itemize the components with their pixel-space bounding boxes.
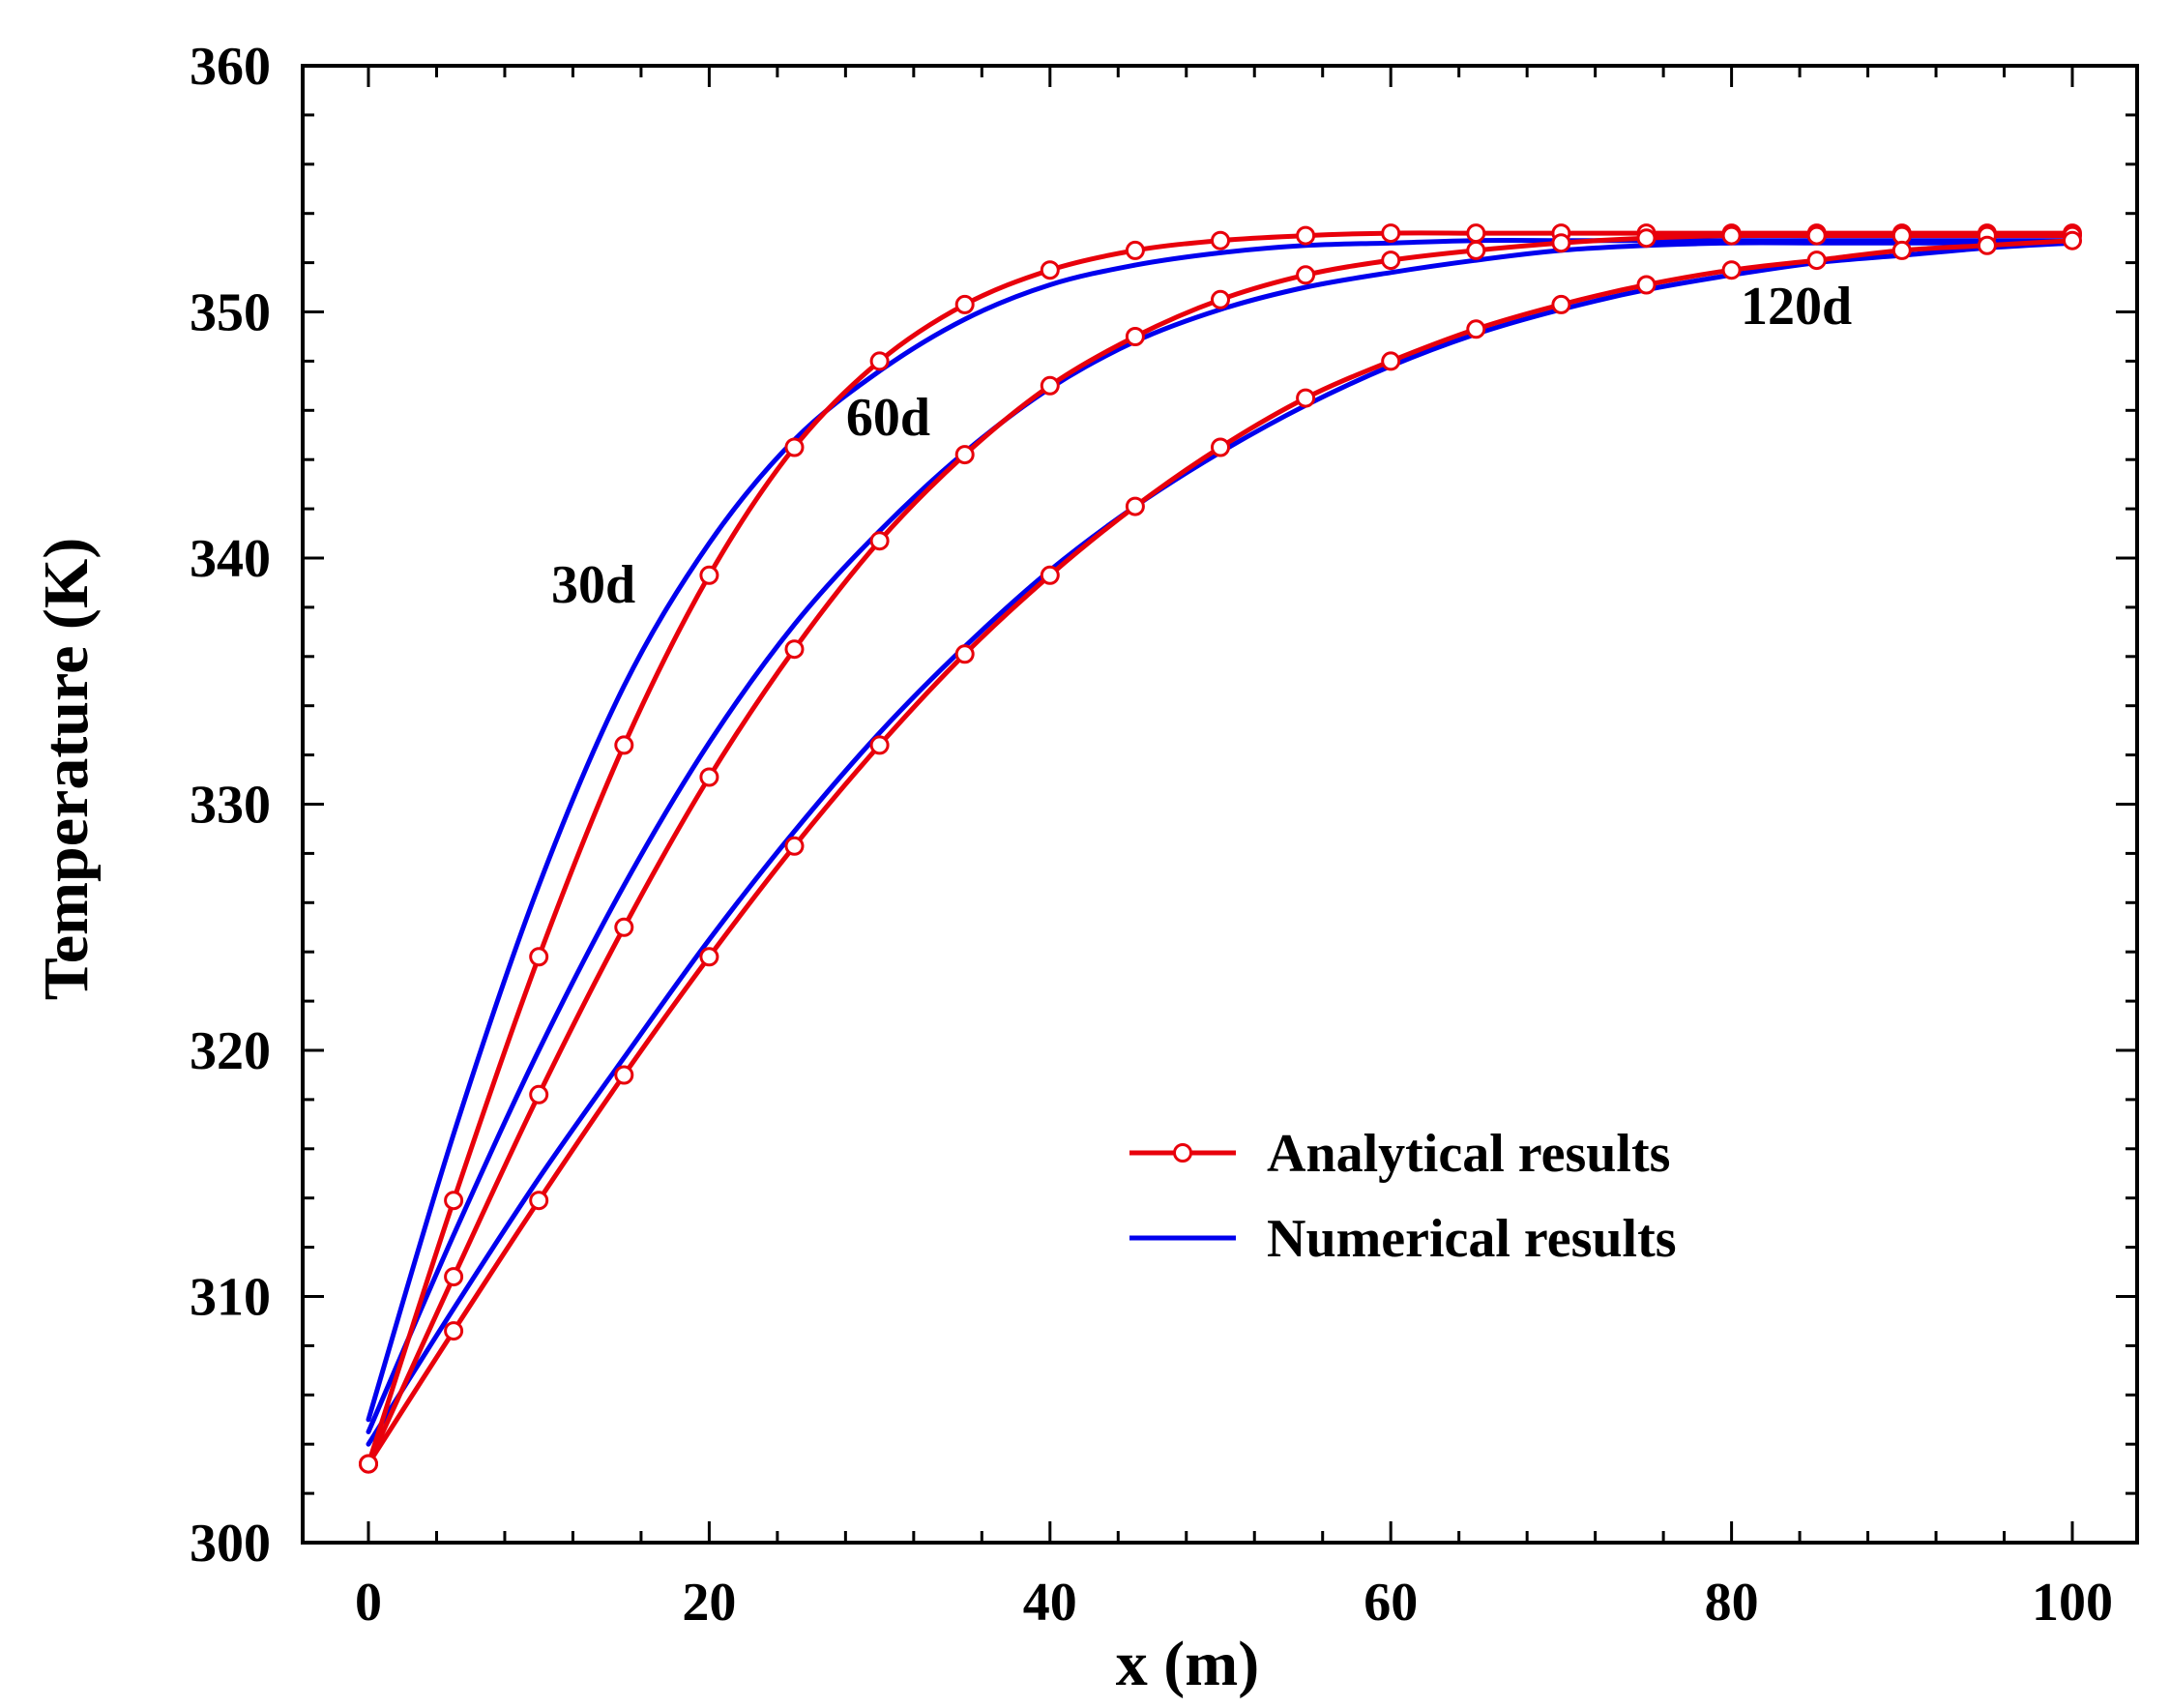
data-point-analytical-results-120d-x50 — [1211, 437, 1230, 457]
y-tick-label-300: 300 — [190, 1514, 271, 1574]
data-point-analytical-results-120d-x95 — [1977, 235, 1997, 255]
x-tick-label-60: 60 — [1364, 1573, 1418, 1633]
series-line-numerical-results-60d — [366, 240, 2075, 1434]
data-point-analytical-results-120d-x35 — [954, 644, 975, 664]
data-point-analytical-results-120d-x70 — [1551, 294, 1571, 314]
x-tick-label-80: 80 — [1705, 1573, 1759, 1633]
x-tick-label-20: 20 — [682, 1573, 736, 1633]
data-point-analytical-results-60d-x70 — [1551, 233, 1571, 253]
data-point-analytical-results-60d-x30 — [869, 531, 890, 551]
data-point-analytical-results-120d-x65 — [1466, 319, 1486, 339]
curve-label-30d: 30d — [551, 555, 635, 615]
data-point-analytical-results-120d-x0 — [359, 1454, 378, 1474]
y-tick-label-330: 330 — [190, 776, 271, 836]
data-point-analytical-results-120d-x80 — [1721, 260, 1742, 280]
data-point-analytical-results-60d-x15 — [614, 917, 634, 937]
data-point-analytical-results-120d-x30 — [869, 735, 890, 755]
data-point-analytical-results-30d-x60 — [1381, 223, 1401, 244]
y-tick-label-350: 350 — [190, 283, 271, 343]
y-axis-title: Temperature (K) — [31, 538, 102, 1000]
data-point-analytical-results-120d-x25 — [784, 836, 805, 856]
data-point-analytical-results-120d-x5 — [444, 1321, 464, 1341]
data-point-analytical-results-30d-x30 — [869, 351, 890, 371]
y-tick-label-360: 360 — [190, 37, 271, 97]
data-point-analytical-results-30d-x5 — [444, 1191, 464, 1211]
data-point-analytical-results-30d-x25 — [784, 437, 805, 457]
data-point-analytical-results-120d-x55 — [1296, 388, 1316, 408]
series-layer — [366, 230, 2075, 1467]
data-point-analytical-results-60d-x5 — [444, 1267, 464, 1287]
data-point-analytical-results-30d-x45 — [1125, 240, 1145, 260]
data-point-analytical-results-60d-x20 — [699, 767, 719, 787]
data-point-analytical-results-120d-x100 — [2063, 230, 2082, 250]
data-point-analytical-results-60d-x60 — [1381, 250, 1401, 271]
curve-label-120d: 120d — [1741, 277, 1852, 337]
data-point-analytical-results-120d-x20 — [699, 947, 719, 967]
data-point-analytical-results-120d-x60 — [1381, 351, 1401, 371]
data-point-analytical-results-60d-x10 — [529, 1084, 549, 1104]
x-tick-label-100: 100 — [2032, 1573, 2113, 1633]
y-tick-label-310: 310 — [190, 1268, 271, 1328]
data-point-analytical-results-120d-x85 — [1806, 250, 1827, 271]
y-tick-label-340: 340 — [190, 529, 271, 589]
data-point-analytical-results-120d-x45 — [1125, 496, 1145, 516]
data-point-analytical-results-60d-x35 — [954, 445, 975, 465]
axes-layer: 0 20 40 60 80 100 300 310 320 330 340 350 360 — [190, 37, 2139, 1633]
legend-label-analytical: Analytical results — [1267, 1124, 1670, 1184]
data-point-analytical-results-60d-x40 — [1040, 375, 1060, 396]
series-line-numerical-results-30d — [366, 238, 2075, 1423]
data-point-analytical-results-60d-x45 — [1125, 327, 1145, 346]
series-line-analytical-results-30d — [366, 230, 2075, 1467]
series-line-analytical-results-60d — [366, 232, 2075, 1467]
data-point-analytical-results-60d-x65 — [1466, 240, 1486, 260]
legend: Analytical results Numerical results — [1129, 1124, 1677, 1269]
data-point-analytical-results-60d-x50 — [1211, 289, 1230, 309]
data-point-analytical-results-120d-x90 — [1891, 240, 1912, 260]
data-point-analytical-results-30d-x10 — [529, 947, 549, 967]
x-tick-label-0: 0 — [355, 1573, 382, 1633]
data-point-analytical-results-30d-x55 — [1296, 225, 1316, 246]
marker-layer — [359, 223, 2082, 1474]
curve-label-60d: 60d — [846, 388, 930, 448]
data-point-analytical-results-30d-x20 — [699, 565, 719, 585]
data-point-analytical-results-120d-x10 — [529, 1191, 549, 1211]
series-line-numerical-results-120d — [366, 240, 2075, 1447]
data-point-analytical-results-30d-x40 — [1040, 260, 1060, 280]
data-point-analytical-results-30d-x50 — [1211, 230, 1230, 250]
x-axis-title: x (m) — [1116, 1629, 1259, 1699]
y-tick-label-320: 320 — [190, 1021, 271, 1081]
x-tick-label-40: 40 — [1023, 1573, 1077, 1633]
plot-frame — [301, 64, 2139, 1545]
data-point-analytical-results-120d-x15 — [614, 1065, 634, 1085]
data-point-analytical-results-60d-x25 — [784, 639, 805, 660]
data-point-analytical-results-60d-x80 — [1721, 225, 1742, 246]
data-point-analytical-results-120d-x75 — [1636, 275, 1657, 295]
data-point-analytical-results-60d-x85 — [1806, 225, 1827, 246]
series-line-analytical-results-120d — [366, 238, 2075, 1467]
data-point-analytical-results-30d-x35 — [954, 294, 975, 314]
data-point-analytical-results-120d-x40 — [1040, 565, 1060, 585]
legend-label-numerical: Numerical results — [1267, 1209, 1677, 1269]
data-point-analytical-results-30d-x65 — [1466, 223, 1486, 244]
annotation-layer: 30d 60d 120d — [551, 277, 1852, 615]
data-point-analytical-results-60d-x75 — [1636, 228, 1657, 249]
data-point-analytical-results-30d-x15 — [614, 735, 634, 755]
data-point-analytical-results-60d-x55 — [1296, 265, 1316, 285]
legend-marker-analytical — [1173, 1143, 1192, 1163]
